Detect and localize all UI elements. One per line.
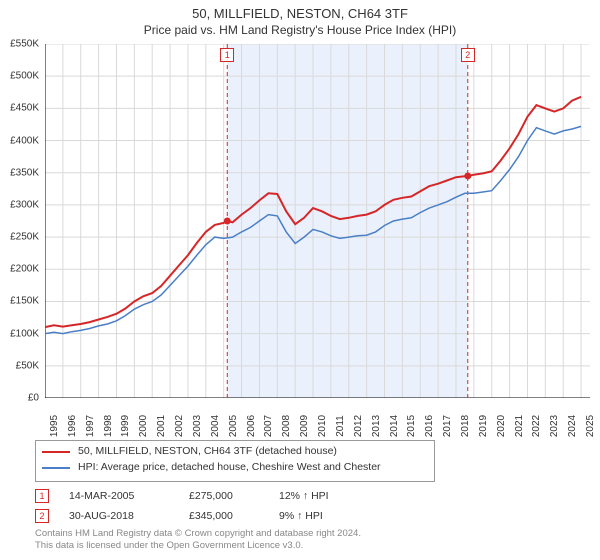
y-tick-label: £550K	[10, 39, 39, 50]
x-tick-label: 2011	[335, 415, 346, 437]
x-tick-label: 2009	[299, 415, 310, 437]
legend-swatch-property	[42, 451, 70, 453]
footer-marker-2: 2 30-AUG-2018 £345,000 9% ↑ HPI	[35, 506, 369, 526]
x-tick-label: 2012	[353, 415, 364, 437]
y-tick-label: £500K	[10, 71, 39, 82]
marker-2-date: 30-AUG-2018	[69, 510, 189, 522]
x-tick-label: 1998	[103, 415, 114, 437]
y-axis-labels: £0£50K£100K£150K£200K£250K£300K£350K£400…	[0, 44, 42, 398]
x-tick-label: 2003	[192, 415, 203, 437]
x-tick-label: 2014	[389, 415, 400, 437]
x-tick-label: 2001	[156, 415, 167, 437]
marker-box-2: 2	[35, 509, 49, 523]
footer-marker-1: 1 14-MAR-2005 £275,000 12% ↑ HPI	[35, 486, 369, 506]
x-tick-label: 2007	[263, 415, 274, 437]
marker-1-date: 14-MAR-2005	[69, 490, 189, 502]
x-tick-label: 2020	[496, 415, 507, 437]
x-tick-label: 2025	[585, 415, 596, 437]
y-tick-label: £400K	[10, 135, 39, 146]
y-tick-label: £350K	[10, 167, 39, 178]
copyright-line-1: Contains HM Land Registry data © Crown c…	[35, 528, 361, 540]
chart-container: 50, MILLFIELD, NESTON, CH64 3TF Price pa…	[0, 0, 600, 560]
y-tick-label: £300K	[10, 199, 39, 210]
x-tick-label: 2017	[442, 415, 453, 437]
chart-area: 12	[45, 44, 590, 398]
x-tick-label: 2019	[478, 415, 489, 437]
legend-label-hpi: HPI: Average price, detached house, Ches…	[78, 460, 381, 476]
marker-2-price: £345,000	[189, 510, 279, 522]
copyright-block: Contains HM Land Registry data © Crown c…	[35, 528, 361, 552]
x-tick-label: 2021	[514, 415, 525, 437]
legend-label-property: 50, MILLFIELD, NESTON, CH64 3TF (detache…	[78, 444, 337, 460]
marker-2-pct: 9% ↑ HPI	[279, 510, 369, 522]
y-tick-label: £200K	[10, 264, 39, 275]
x-tick-label: 1996	[67, 415, 78, 437]
chart-marker-box-1: 1	[220, 48, 234, 62]
x-tick-label: 2000	[138, 415, 149, 437]
legend-item-property: 50, MILLFIELD, NESTON, CH64 3TF (detache…	[42, 444, 428, 460]
title-block: 50, MILLFIELD, NESTON, CH64 3TF Price pa…	[0, 0, 600, 37]
legend-box: 50, MILLFIELD, NESTON, CH64 3TF (detache…	[35, 440, 435, 482]
x-tick-label: 2004	[210, 415, 221, 437]
marker-box-1: 1	[35, 489, 49, 503]
x-tick-label: 1997	[85, 415, 96, 437]
marker-1-pct: 12% ↑ HPI	[279, 490, 369, 502]
x-tick-label: 2008	[281, 415, 292, 437]
x-tick-label: 2005	[228, 415, 239, 437]
x-tick-label: 2023	[549, 415, 560, 437]
legend-item-hpi: HPI: Average price, detached house, Ches…	[42, 460, 428, 476]
legend-swatch-hpi	[42, 467, 70, 469]
marker-1-price: £275,000	[189, 490, 279, 502]
x-tick-label: 2016	[424, 415, 435, 437]
x-tick-label: 1999	[120, 415, 131, 437]
title-sub: Price paid vs. HM Land Registry's House …	[0, 23, 600, 37]
y-tick-label: £450K	[10, 103, 39, 114]
x-tick-label: 2018	[460, 415, 471, 437]
x-tick-label: 2022	[531, 415, 542, 437]
plot-svg	[45, 44, 590, 398]
x-tick-label: 2013	[371, 415, 382, 437]
x-tick-label: 2024	[567, 415, 578, 437]
y-tick-label: £100K	[10, 328, 39, 339]
x-axis-labels: 1995 1996 1997 1998 1999 2000 2001 2002 2003 2004…	[45, 398, 590, 438]
title-main: 50, MILLFIELD, NESTON, CH64 3TF	[0, 6, 600, 21]
x-tick-label: 2002	[174, 415, 185, 437]
copyright-line-2: This data is licensed under the Open Gov…	[35, 540, 361, 552]
x-tick-label: 2010	[317, 415, 328, 437]
chart-marker-box-2: 2	[461, 48, 475, 62]
markers-footer: 1 14-MAR-2005 £275,000 12% ↑ HPI 2 30-AU…	[35, 486, 369, 526]
y-tick-label: £50K	[16, 360, 39, 371]
y-tick-label: £250K	[10, 232, 39, 243]
x-tick-label: 2006	[246, 415, 257, 437]
y-tick-label: £150K	[10, 296, 39, 307]
x-tick-label: 2015	[406, 415, 417, 437]
y-tick-label: £0	[28, 393, 39, 404]
x-tick-label: 1995	[49, 415, 60, 437]
